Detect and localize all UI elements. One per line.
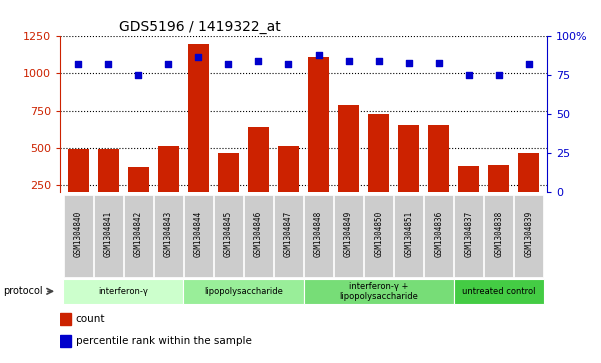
FancyBboxPatch shape — [124, 195, 153, 277]
Text: GSM1304848: GSM1304848 — [314, 211, 323, 257]
Point — [374, 58, 383, 64]
Text: GDS5196 / 1419322_at: GDS5196 / 1419322_at — [118, 20, 280, 34]
Point — [194, 54, 203, 60]
Point — [163, 61, 173, 67]
Text: GSM1304841: GSM1304841 — [104, 211, 112, 257]
Text: interferon-γ +
lipopolysaccharide: interferon-γ + lipopolysaccharide — [339, 282, 418, 301]
Point — [434, 60, 444, 66]
FancyBboxPatch shape — [454, 195, 483, 277]
Text: GSM1304843: GSM1304843 — [164, 211, 172, 257]
Text: GSM1304842: GSM1304842 — [134, 211, 142, 257]
FancyBboxPatch shape — [304, 279, 454, 304]
Bar — [338, 105, 359, 192]
Text: GSM1304845: GSM1304845 — [224, 211, 233, 257]
FancyBboxPatch shape — [183, 279, 304, 304]
Text: GSM1304849: GSM1304849 — [344, 211, 353, 257]
FancyBboxPatch shape — [334, 195, 363, 277]
Point — [404, 60, 413, 66]
Point — [103, 61, 113, 67]
Text: untreated control: untreated control — [462, 287, 535, 296]
Text: GSM1304850: GSM1304850 — [374, 211, 383, 257]
FancyBboxPatch shape — [154, 195, 183, 277]
Text: GSM1304839: GSM1304839 — [525, 211, 533, 257]
FancyBboxPatch shape — [64, 195, 93, 277]
FancyBboxPatch shape — [514, 195, 543, 277]
Text: GSM1304840: GSM1304840 — [74, 211, 82, 257]
FancyBboxPatch shape — [184, 195, 213, 277]
Text: GSM1304844: GSM1304844 — [194, 211, 203, 257]
Bar — [308, 57, 329, 192]
FancyBboxPatch shape — [304, 195, 333, 277]
Bar — [428, 126, 449, 192]
Bar — [188, 45, 209, 192]
Text: GSM1304836: GSM1304836 — [435, 211, 443, 257]
FancyBboxPatch shape — [394, 195, 423, 277]
Bar — [97, 148, 118, 192]
FancyBboxPatch shape — [424, 195, 453, 277]
FancyBboxPatch shape — [214, 195, 243, 277]
Point — [524, 61, 534, 67]
Point — [73, 61, 83, 67]
FancyBboxPatch shape — [63, 279, 183, 304]
Bar — [60, 335, 71, 347]
Point — [464, 72, 474, 78]
Bar — [398, 126, 419, 192]
Bar — [218, 153, 239, 192]
Point — [494, 72, 504, 78]
Bar — [60, 313, 71, 325]
Text: interferon-γ: interferon-γ — [99, 287, 148, 296]
Text: count: count — [76, 314, 105, 324]
Text: protocol: protocol — [3, 286, 43, 296]
FancyBboxPatch shape — [364, 195, 393, 277]
Point — [344, 58, 353, 64]
Bar — [458, 166, 480, 192]
FancyBboxPatch shape — [94, 195, 123, 277]
Point — [314, 52, 323, 58]
Text: GSM1304847: GSM1304847 — [284, 211, 293, 257]
Point — [254, 58, 263, 64]
Text: percentile rank within the sample: percentile rank within the sample — [76, 336, 252, 346]
Bar — [368, 114, 389, 192]
Bar — [518, 153, 539, 192]
FancyBboxPatch shape — [274, 195, 303, 277]
Bar — [488, 165, 509, 192]
FancyBboxPatch shape — [454, 279, 544, 304]
Text: GSM1304837: GSM1304837 — [465, 211, 473, 257]
Text: lipopolysaccharide: lipopolysaccharide — [204, 287, 283, 296]
Bar — [248, 127, 269, 192]
Point — [224, 61, 233, 67]
Bar — [127, 167, 148, 192]
Point — [133, 72, 143, 78]
Text: GSM1304838: GSM1304838 — [495, 211, 503, 257]
Text: GSM1304851: GSM1304851 — [404, 211, 413, 257]
Point — [284, 61, 293, 67]
Bar — [278, 146, 299, 192]
Text: GSM1304846: GSM1304846 — [254, 211, 263, 257]
Bar — [67, 149, 89, 192]
Bar — [157, 146, 179, 192]
FancyBboxPatch shape — [484, 195, 513, 277]
FancyBboxPatch shape — [244, 195, 273, 277]
